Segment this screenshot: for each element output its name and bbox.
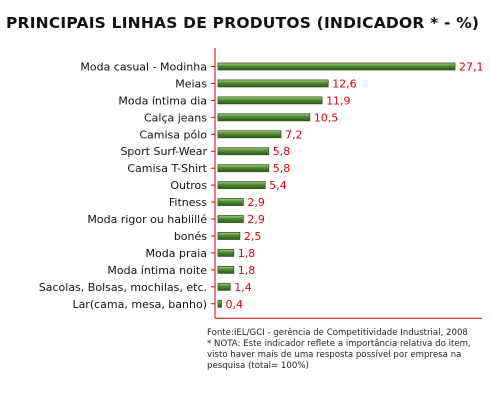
category-label: bonés — [174, 230, 207, 243]
value-label: 1,4 — [234, 281, 252, 294]
value-label: 1,8 — [238, 247, 256, 260]
category-label: Sport Surf-Wear — [120, 145, 207, 158]
category-label: Moda íntima dia — [118, 94, 207, 107]
chart-title: PRINCIPAIS LINHAS DE PRODUTOS (INDICADOR… — [6, 14, 480, 32]
category-label: Meias — [175, 77, 207, 90]
source-note: Fonte:IEL/GCI - gerência de Competitivid… — [207, 328, 468, 338]
category-label: Moda rigor ou hablillé — [87, 213, 207, 226]
value-label: 2,9 — [247, 213, 265, 226]
bar — [217, 181, 266, 190]
bar — [217, 249, 235, 257]
category-label: Moda casual - Modinha — [80, 60, 207, 73]
indicator-note: * NOTA: Este indicador reflete a importâ… — [207, 339, 471, 371]
value-label: 2,9 — [247, 196, 265, 209]
bar — [217, 299, 222, 308]
bar — [217, 282, 231, 291]
value-label: 2,5 — [244, 230, 262, 243]
category-label: Camisa T-Shirt — [127, 162, 207, 175]
category-label: Lar(cama, mesa, banho) — [72, 298, 207, 311]
category-label: Fitness — [169, 196, 207, 209]
value-label: 11,9 — [326, 94, 351, 107]
bar — [217, 96, 323, 105]
category-label: Camisa pólo — [139, 128, 207, 141]
value-label: 7,2 — [285, 128, 303, 141]
value-label: 1,8 — [238, 264, 256, 277]
value-label: 5,4 — [269, 179, 287, 192]
category-label: Moda íntima noite — [107, 264, 207, 277]
bar — [217, 62, 456, 71]
bar — [217, 130, 282, 139]
value-label: 10,5 — [314, 111, 339, 124]
bar — [217, 164, 270, 173]
bar — [217, 198, 244, 206]
bar — [217, 265, 235, 274]
bar — [217, 147, 270, 156]
category-label: Sacolas, Bolsas, mochilas, etc. — [39, 281, 207, 294]
category-label: Moda praia — [146, 247, 207, 260]
bar — [217, 79, 329, 88]
value-label: 27,1 — [459, 60, 484, 73]
bar — [217, 113, 311, 122]
category-label: Outros — [170, 179, 207, 192]
bar — [217, 215, 244, 223]
category-label: Calça jeans — [144, 111, 207, 124]
value-label: 5,8 — [273, 145, 291, 158]
value-label: 12,6 — [332, 77, 357, 90]
bar — [217, 232, 241, 240]
value-label: 0,4 — [225, 298, 243, 311]
value-label: 5,8 — [273, 162, 291, 175]
chart-footnote: Fonte:IEL/GCI - gerência de Competitivid… — [207, 328, 487, 372]
